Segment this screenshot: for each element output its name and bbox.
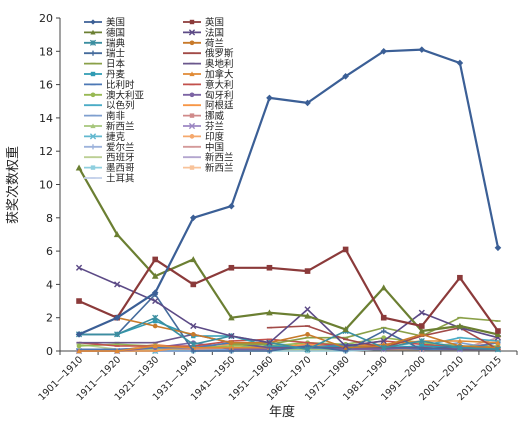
point (381, 315, 387, 321)
legend-label: 俄罗斯 (205, 48, 234, 60)
point (90, 19, 95, 24)
point (190, 113, 194, 117)
y-tick-label: 12 (39, 145, 53, 158)
legend-label: 瑞典 (106, 37, 126, 49)
point (305, 268, 311, 274)
y-tick-label: 20 (39, 12, 53, 25)
legend-label: 加拿大 (205, 69, 234, 81)
point (91, 92, 96, 97)
point (457, 275, 463, 281)
legend-label: 中国 (205, 141, 224, 153)
legend-label: 匈牙利 (205, 89, 234, 101)
point (229, 265, 235, 271)
legend-label: 澳大利亚 (106, 89, 145, 101)
point (90, 51, 95, 56)
legend-label: 土耳其 (106, 173, 135, 185)
point (91, 165, 95, 169)
point (191, 332, 196, 337)
point (495, 244, 502, 251)
point (229, 340, 234, 345)
point (190, 165, 194, 169)
point (77, 344, 82, 349)
point (190, 282, 196, 288)
point (343, 247, 349, 253)
point (76, 298, 82, 304)
point (76, 165, 83, 171)
point (418, 46, 425, 53)
legend-label: 捷克 (106, 131, 126, 143)
legend-label: 印度 (205, 131, 225, 143)
y-axis-title: 获奖次数权重 (5, 146, 21, 224)
y-tick-label: 0 (46, 345, 53, 358)
legend-label: 新西兰 (106, 121, 135, 133)
y-tick-label: 4 (46, 278, 53, 291)
y-tick-label: 10 (39, 179, 53, 192)
point (91, 72, 95, 76)
point (153, 324, 158, 329)
y-tick-label: 6 (46, 245, 53, 258)
legend-label: 南非 (106, 110, 126, 122)
y-tick-label: 2 (46, 312, 53, 325)
legend-label: 英国 (205, 17, 224, 29)
point (419, 323, 425, 329)
point (152, 257, 158, 263)
point (190, 92, 195, 97)
y-tick-label: 8 (46, 212, 53, 225)
legend-label: 法国 (205, 27, 224, 39)
point (305, 307, 310, 312)
legend-label: 意大利 (205, 79, 234, 91)
legend-label: 瑞士 (106, 48, 126, 60)
y-tick-label: 14 (39, 112, 53, 125)
legend-label: 新西兰 (205, 162, 234, 174)
legend-label: 日本 (106, 58, 126, 70)
point (267, 265, 273, 271)
legend-label: 墨西哥 (106, 163, 135, 174)
point (495, 328, 501, 334)
point (190, 20, 194, 24)
legend-label: 阿根廷 (205, 100, 234, 112)
legend-label: 比利时 (106, 79, 135, 91)
point (457, 60, 464, 67)
point (190, 134, 195, 139)
point (380, 284, 387, 290)
legend-label: 丹麦 (106, 69, 126, 81)
point (90, 144, 95, 149)
legend-label: 新西兰 (205, 152, 234, 164)
y-tick-label: 18 (39, 45, 53, 58)
legend-label: 荷兰 (205, 37, 224, 49)
legend-label: 西班牙 (106, 152, 135, 164)
legend-label: 奥地利 (205, 58, 234, 70)
x-axis-title: 年度 (269, 404, 295, 420)
point (190, 40, 195, 45)
legend-label: 芬兰 (205, 121, 224, 133)
legend-label: 美国 (106, 17, 125, 29)
legend-label: 以色列 (106, 100, 135, 112)
point (305, 332, 310, 337)
legend-label: 德国 (106, 27, 125, 39)
legend-label: 挪威 (205, 110, 225, 122)
point (266, 95, 273, 102)
point (190, 256, 197, 262)
point (228, 203, 235, 210)
legend-label: 爱尔兰 (106, 141, 135, 153)
y-tick-label: 16 (39, 79, 53, 92)
